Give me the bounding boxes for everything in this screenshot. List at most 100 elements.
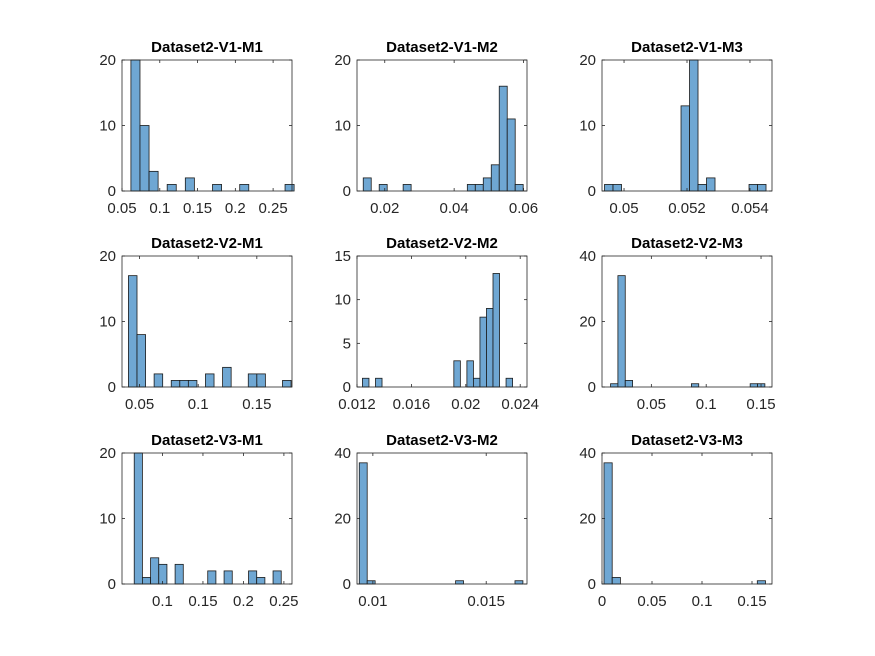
x-tick-label: 0.1 bbox=[692, 593, 713, 610]
histogram-panel: 0.05 0.1 0.15 0 20 40 Dataset2-V2-M3 bbox=[579, 235, 775, 413]
histogram-bar bbox=[617, 275, 626, 388]
histogram-bar bbox=[680, 105, 690, 192]
histogram-bar bbox=[473, 377, 481, 388]
histogram-bar bbox=[612, 184, 622, 192]
plot-area bbox=[357, 453, 527, 584]
histogram-bar bbox=[603, 462, 613, 585]
histogram-bar bbox=[474, 184, 484, 192]
y-tick-label: 15 bbox=[334, 248, 351, 265]
plot-area bbox=[602, 453, 772, 584]
histogram-bar bbox=[184, 177, 195, 192]
x-tick-label: 0.02 bbox=[370, 200, 399, 217]
y-tick-label: 20 bbox=[99, 445, 116, 462]
histogram-bar bbox=[128, 275, 138, 388]
plot-area bbox=[122, 60, 292, 191]
histogram-bar bbox=[358, 462, 368, 585]
histogram-bar bbox=[506, 118, 516, 192]
histogram-bar bbox=[170, 380, 181, 388]
histogram-bar bbox=[689, 59, 699, 192]
histogram-bar bbox=[139, 125, 150, 192]
x-tick-label: 0.15 bbox=[242, 396, 271, 413]
histogram-bar bbox=[756, 580, 766, 585]
histogram-bar bbox=[466, 360, 474, 388]
histogram-bar bbox=[366, 580, 376, 585]
histogram-bar bbox=[514, 580, 524, 585]
x-tick-label: 0.05 bbox=[125, 396, 154, 413]
histogram-bar bbox=[492, 273, 500, 388]
x-tick-label: 0.04 bbox=[440, 200, 469, 217]
histogram-panel: 0.012 0.016 0.02 0.024 0 5 10 15 Dataset2-V2-M2 bbox=[334, 235, 539, 413]
histogram-bar bbox=[706, 177, 716, 192]
x-tick-label: 0.02 bbox=[451, 396, 480, 413]
histogram-bar bbox=[239, 184, 250, 192]
x-tick-label: 0.1 bbox=[696, 396, 717, 413]
x-tick-label: 0.024 bbox=[501, 396, 539, 413]
y-tick-label: 40 bbox=[334, 445, 351, 462]
histogram-bar bbox=[455, 580, 464, 585]
x-tick-label: 0.016 bbox=[393, 396, 431, 413]
x-tick-label: 0.15 bbox=[737, 593, 766, 610]
y-tick-label: 10 bbox=[99, 314, 116, 331]
y-tick-label: 0 bbox=[108, 183, 116, 200]
histogram-bar bbox=[378, 184, 388, 192]
y-tick-label: 0 bbox=[108, 379, 116, 396]
x-tick-label: 0.1 bbox=[188, 396, 209, 413]
y-tick-label: 40 bbox=[579, 445, 596, 462]
histogram-bar bbox=[222, 366, 232, 388]
histogram-bar bbox=[207, 570, 217, 585]
histogram-bar bbox=[611, 577, 621, 585]
chart-title: Dataset2-V3-M2 bbox=[386, 432, 498, 449]
y-tick-label: 20 bbox=[99, 52, 116, 69]
histogram-panel: 0.05 0.1 0.15 0 10 20 Dataset2-V2-M1 bbox=[99, 235, 293, 413]
y-tick-label: 0 bbox=[108, 576, 116, 593]
chart-title: Dataset2-V1-M2 bbox=[386, 39, 498, 56]
chart-title: Dataset2-V1-M1 bbox=[151, 39, 263, 56]
x-tick-label: 0.05 bbox=[609, 200, 638, 217]
histogram-panel: 0.1 0.15 0.2 0.25 0 10 20 Dataset2-V3-M1 bbox=[99, 432, 298, 610]
histogram-panel: 0.02 0.04 0.06 0 10 20 Dataset2-V1-M2 bbox=[334, 39, 538, 217]
histogram-bar bbox=[187, 380, 198, 388]
histogram-bar bbox=[256, 373, 266, 388]
chart-title: Dataset2-V2-M2 bbox=[386, 235, 498, 252]
y-tick-label: 0 bbox=[588, 576, 596, 593]
histogram-panel: 0.05 0.1 0.15 0.2 0.25 0 10 20 Dataset2-V1-M1 bbox=[99, 39, 295, 217]
histogram-bar bbox=[690, 383, 700, 388]
x-tick-label: 0.15 bbox=[183, 200, 212, 217]
x-tick-label: 0.15 bbox=[188, 593, 217, 610]
histogram-bar bbox=[610, 383, 619, 388]
chart-title: Dataset2-V3-M1 bbox=[151, 432, 263, 449]
histogram-bar bbox=[256, 577, 266, 585]
y-tick-label: 20 bbox=[579, 314, 596, 331]
plot-area bbox=[122, 453, 292, 584]
y-tick-label: 40 bbox=[579, 248, 596, 265]
histogram-bar bbox=[212, 184, 222, 192]
x-tick-label: 0.25 bbox=[259, 200, 288, 217]
y-tick-label: 20 bbox=[579, 52, 596, 69]
histogram-bar bbox=[166, 184, 177, 192]
y-tick-label: 20 bbox=[99, 248, 116, 265]
histogram-bar bbox=[248, 570, 258, 585]
histogram-bar bbox=[749, 383, 758, 388]
histogram-bar bbox=[282, 380, 292, 388]
histogram-bar bbox=[362, 377, 370, 388]
x-tick-label: 0.052 bbox=[668, 200, 706, 217]
histogram-bar bbox=[272, 570, 282, 585]
y-tick-label: 0 bbox=[588, 379, 596, 396]
histogram-bar bbox=[505, 377, 513, 388]
y-tick-label: 20 bbox=[579, 511, 596, 528]
x-tick-label: 0 bbox=[598, 593, 606, 610]
y-tick-label: 10 bbox=[579, 118, 596, 135]
x-tick-label: 0.012 bbox=[338, 396, 376, 413]
histogram-bar bbox=[136, 334, 146, 388]
histogram-bar bbox=[453, 360, 461, 388]
chart-title: Dataset2-V2-M1 bbox=[151, 235, 263, 252]
x-tick-label: 0.05 bbox=[637, 396, 666, 413]
histogram-panel: 0.05 0.052 0.054 0 10 20 Dataset2-V1-M3 bbox=[579, 39, 773, 217]
y-tick-label: 10 bbox=[99, 511, 116, 528]
histogram-bar bbox=[174, 563, 184, 585]
x-tick-label: 0.1 bbox=[152, 593, 173, 610]
y-tick-label: 0 bbox=[343, 576, 351, 593]
x-tick-label: 0.2 bbox=[233, 593, 254, 610]
x-tick-label: 0.015 bbox=[467, 593, 505, 610]
histogram-bar bbox=[514, 184, 524, 192]
